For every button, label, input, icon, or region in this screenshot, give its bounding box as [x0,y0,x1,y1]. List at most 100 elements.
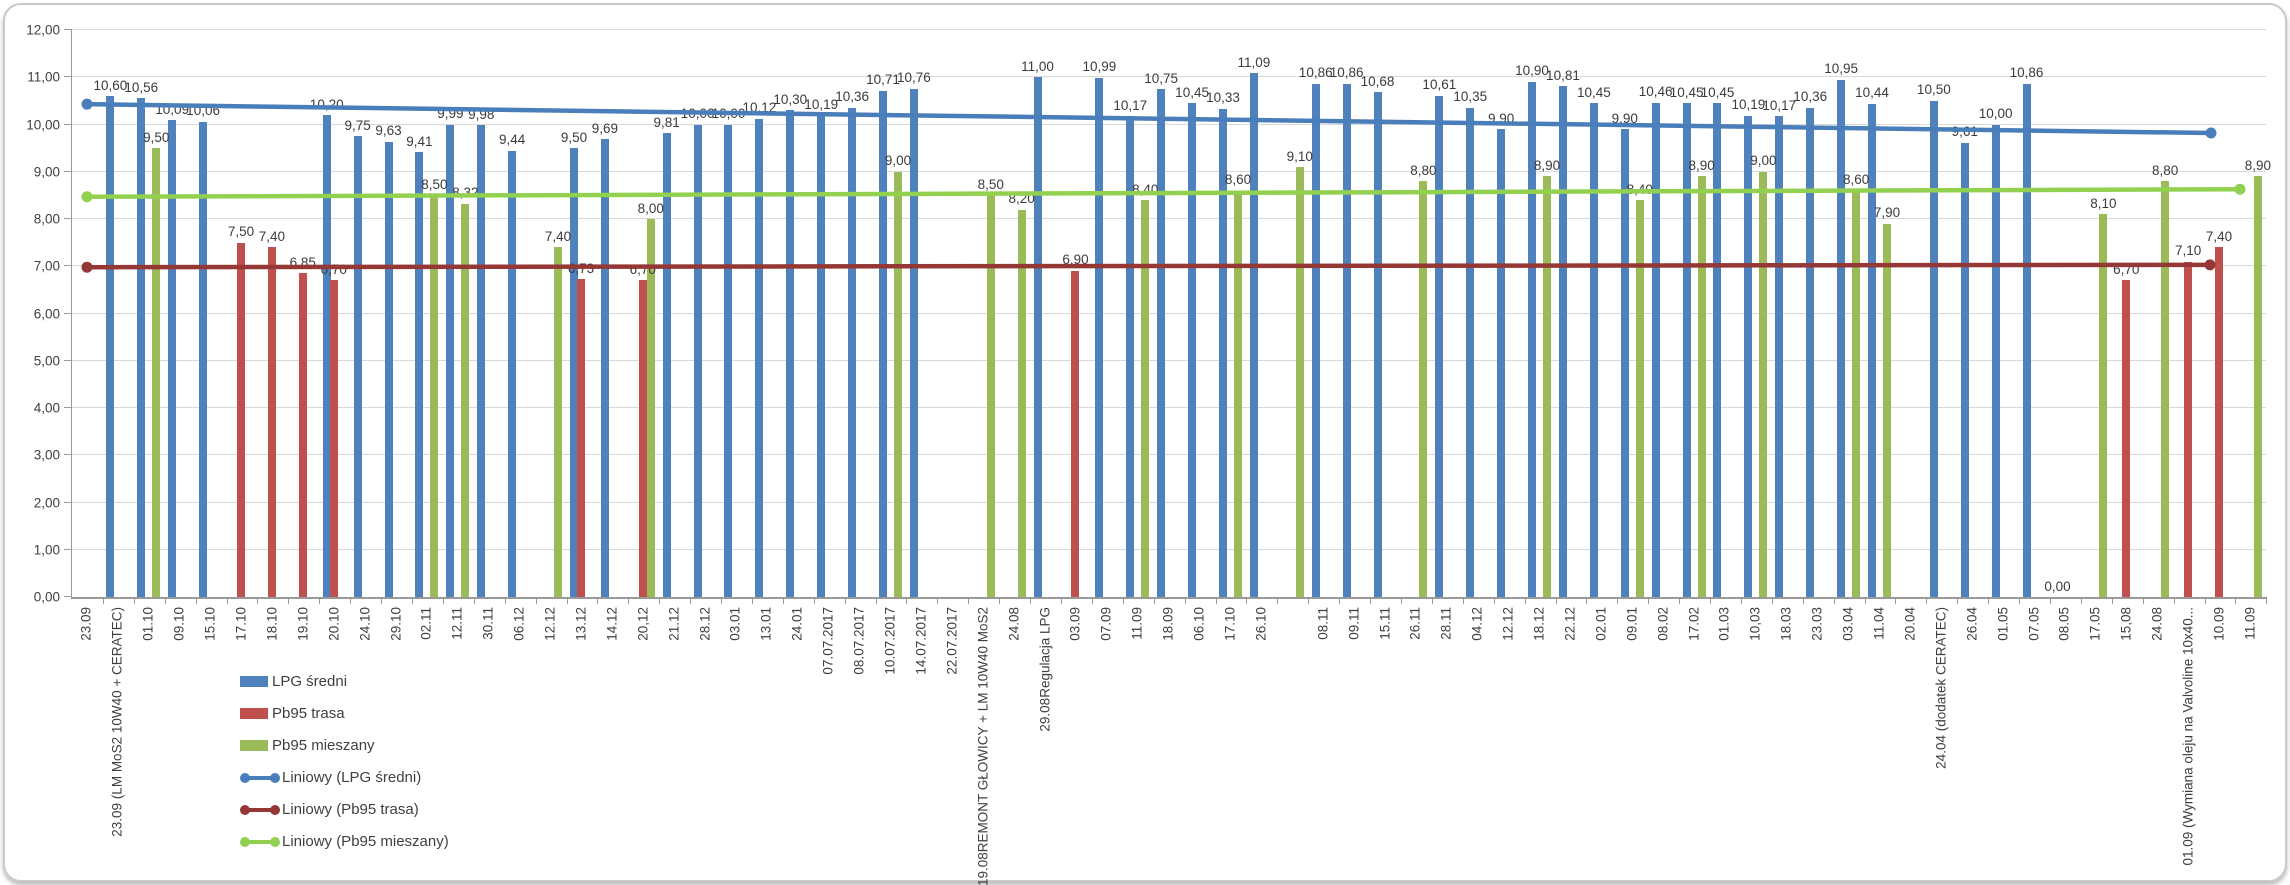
lpg-bar [817,115,826,597]
category-cell: 10,19 9,00 10,03 [1731,30,1776,641]
x-axis-label-wrap: 11.04 [1871,607,1888,645]
category-cell: 10,19 07.07.2017 [804,30,846,675]
x-axis-label: 11.04 [1871,607,1887,640]
y-axis-label: 2,00 [33,495,60,510]
trasa-bar [298,273,307,597]
x-axis-label-wrap: 15.11 [1377,607,1393,645]
lpg-bar [1311,83,1320,597]
category-cell: 10,71 9,00 10.07.2017 [866,30,911,674]
x-axis-label: 01.09 (Wymiana oleju na Valvoline 10x40.… [2180,607,2196,866]
x-axis-label-wrap: 07.09 [1099,607,1115,646]
mieszany-value-label: 8,90 [2244,157,2272,173]
legend-line-dot [270,772,280,783]
trendline-marker [81,98,93,110]
y-axis-label: 11,00 [27,69,60,85]
y-axis-label: 4,00 [33,400,60,416]
category-cell: 10,86 07.05 [2010,30,2051,641]
lpg-value-label: 10,86 [2009,65,2044,81]
x-axis-label: 21.12 [666,607,682,641]
y-axis-label: 3,00 [33,447,60,463]
x-axis-label-wrap: 03.04 [1841,607,1857,646]
x-axis-label: 03.01 [728,607,744,641]
lpg-value-label: 10,44 [1855,85,1889,101]
category-cell: 10,76 14.07.2017 [897,30,939,675]
legend-swatch [240,707,268,719]
legend-line [242,775,278,780]
x-axis-label: 07.07.2017 [820,607,836,675]
x-axis-label: 20.10 [326,607,342,641]
x-axis-label: 01.05 [1995,607,2011,641]
trasa-bar [267,247,276,597]
lpg-value-label: 10,00 [1978,106,2013,121]
lpg-value-label: 10,45 [1175,84,1209,100]
legend-label: Liniowy (Pb95 mieszany) [282,832,449,850]
x-axis-label: 12.12 [1500,607,1516,641]
trendline [86,101,2212,136]
y-axis-tick [64,501,72,503]
mieszany-bar [646,219,655,597]
x-axis-label-wrap: 13.01 [759,607,775,646]
x-axis-label: 28.11 [1438,607,1454,640]
mieszany-value-label: 9,00 [884,153,912,169]
trasa-bar [1071,270,1080,597]
lpg-bar [662,133,671,597]
legend-line [242,839,278,844]
x-axis-label-wrap: 04.12 [1469,607,1486,646]
x-axis-label: 26.10 [1253,607,1269,641]
x-axis-label: 20.04 [1902,607,1918,641]
x-axis-label-wrap: 17.05 [2087,607,2104,646]
x-axis-label-wrap: 17.10 [234,607,250,646]
mieszany-value-label: 8,90 [1533,157,1561,173]
x-axis-label: 22.12 [1562,607,1578,641]
x-axis-label: 04.12 [1469,607,1485,641]
trasa-value-label: 6,90 [1062,252,1089,268]
x-axis-label: 10.07.2017 [882,607,898,675]
x-axis-label: 08.07.2017 [851,607,867,675]
x-axis-label: 18.09 [1160,607,1176,641]
mieszany-bar [554,247,563,597]
x-axis-label-wrap: 20.10 [326,607,342,646]
x-axis-label-wrap: 29.08Regulacja LPG [1037,607,1053,737]
legend-line-dot [240,772,250,783]
x-axis-label-wrap: 26.10 [1253,607,1269,646]
lpg-value-label: 10,35 [1453,89,1488,105]
x-axis-label-wrap: 28.12 [697,607,713,646]
x-axis-label: 20,12 [635,607,651,641]
x-axis-label-wrap: 26.04 [1964,607,1980,646]
trasa-value-label: 7,40 [258,228,286,244]
lpg-bar [1837,79,1846,597]
mieszany-value-label: 9,50 [143,129,170,145]
lpg-bar [848,107,857,597]
category-cell: 23.09 [72,30,104,641]
lpg-bar [322,115,331,597]
category-cell: 10,61 28.11 [1422,30,1464,640]
x-axis-label-wrap: 03.09 [1068,607,1084,646]
mieszany-bar [1295,167,1304,597]
category-cell: 10,45 01.03 [1701,30,1742,641]
x-axis-label: 03.09 [1068,607,1084,641]
category-cell: 8,10 17.05 [2081,30,2117,641]
category-cell: 10,00 01.05 [1979,30,2020,641]
x-axis-label-wrap: 11.09 [2242,607,2258,645]
y-axis-tick [64,407,72,408]
category-cell: 9,10 [1277,30,1313,604]
x-axis-label: 22.07.2017 [944,607,960,675]
x-axis-label: 24.01 [789,607,805,641]
mieszany-bar [430,195,439,597]
x-axis-label-wrap: 11.09 [1130,607,1146,645]
lpg-bar [909,88,918,597]
lpg-value-label: 10,61 [1422,77,1457,93]
x-axis-label: 19.08REMONT GŁOWICY + LM 10W40 MoS2 [975,607,991,885]
category-cell: 7,40 12.12 [536,30,572,641]
lpg-value-label: 0,00 [2044,578,2071,594]
x-axis-label-wrap: 10.07.2017 [882,607,899,680]
x-axis-label: 08.02 [1655,607,1671,641]
x-axis-label: 18.12 [1531,607,1547,641]
mieszany-value-label: 8,50 [421,176,448,192]
x-axis-label: 09.11 [1346,607,1362,640]
category-cell: 10,95 8,60 03.04 [1824,30,1869,641]
lpg-bar [1033,77,1042,597]
category-cell: 9,75 24.10 [344,30,382,641]
x-axis-label: 17.05 [2087,607,2103,641]
lpg-bar [1651,102,1660,597]
